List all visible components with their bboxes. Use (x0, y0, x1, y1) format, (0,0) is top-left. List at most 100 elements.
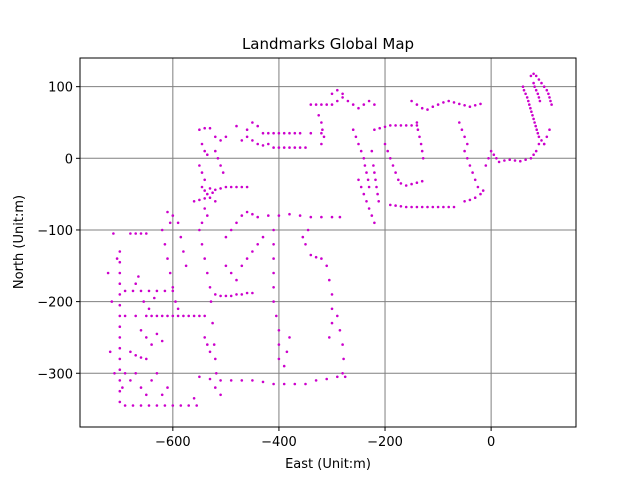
landmark-point (537, 135, 541, 139)
landmark-point (214, 188, 217, 192)
landmark-point (471, 171, 474, 174)
landmark-point (134, 282, 137, 286)
landmark-point (463, 104, 466, 107)
x-tick-label: 0 (487, 435, 495, 450)
landmark-point (214, 149, 217, 153)
landmark-point (394, 171, 397, 174)
landmark-point (256, 124, 260, 128)
landmark-point (497, 160, 501, 164)
landmark-point (209, 300, 213, 303)
landmark-point (354, 135, 358, 139)
landmark-point (200, 185, 204, 189)
landmark-point (198, 375, 201, 379)
landmark-point (134, 232, 137, 235)
landmark-point (118, 336, 122, 339)
landmark-point (139, 329, 143, 332)
landmark-point (285, 350, 289, 354)
landmark-point (484, 164, 488, 167)
landmark-point (466, 157, 469, 160)
landmark-point (245, 210, 249, 214)
landmark-point (545, 135, 549, 139)
landmark-point (391, 164, 395, 167)
landmark-point (487, 157, 490, 160)
landmark-point (142, 300, 145, 303)
landmark-point (282, 382, 286, 386)
landmark-point (147, 404, 151, 407)
landmark-point (301, 235, 305, 239)
landmark-point (447, 205, 451, 209)
landmark-point (426, 205, 429, 209)
landmark-point (416, 128, 420, 131)
landmark-point (184, 264, 188, 268)
landmark-point (418, 135, 421, 139)
landmark-point (547, 92, 550, 96)
landmark-point (410, 124, 413, 127)
landmark-point (219, 187, 222, 190)
landmark-point (389, 124, 392, 127)
landmark-point (320, 257, 323, 260)
x-tick-label: −400 (261, 435, 297, 450)
landmark-point (267, 214, 270, 217)
landmark-point (108, 350, 112, 354)
landmark-point (542, 142, 546, 146)
landmark-point (288, 131, 291, 135)
landmark-point (410, 182, 413, 186)
landmark-point (166, 210, 169, 214)
landmark-point (341, 343, 344, 346)
landmark-point (203, 197, 206, 200)
landmark-point (365, 171, 368, 174)
landmark-point (373, 128, 376, 131)
landmark-point (525, 96, 529, 99)
landmark-point (106, 271, 110, 275)
landmark-point (251, 379, 254, 382)
landmark-point (229, 294, 233, 298)
landmark-point (536, 92, 540, 96)
landmark-point (272, 146, 275, 149)
landmark-point (150, 343, 153, 346)
landmark-point (229, 271, 233, 275)
landmark-point (535, 128, 538, 131)
landmark-point (118, 303, 122, 307)
landmark-point (304, 243, 307, 246)
landmark-point (528, 103, 531, 106)
landmark-point (548, 128, 551, 131)
landmark-point (277, 146, 281, 149)
landmark-point (343, 375, 347, 379)
landmark-point (383, 142, 387, 146)
landmark-point (298, 146, 302, 149)
landmark-point (113, 372, 116, 375)
landmark-point (240, 293, 244, 296)
landmark-point (495, 157, 498, 160)
landmark-point (351, 128, 355, 131)
landmark-point (533, 85, 536, 88)
landmark-point (123, 372, 127, 375)
landmark-point (206, 271, 209, 275)
landmark-point (245, 257, 249, 260)
x-tick-label: −200 (367, 435, 403, 450)
landmark-point (179, 235, 183, 239)
landmark-point (336, 314, 339, 318)
landmark-point (235, 185, 238, 189)
landmark-point (320, 142, 323, 146)
landmark-point (115, 257, 119, 260)
x-axis-label: East (Unit:m) (285, 457, 371, 472)
landmark-point (139, 289, 143, 293)
landmark-point (426, 108, 429, 111)
landmark-point (545, 88, 549, 92)
landmark-point (328, 336, 331, 339)
landmark-point (389, 203, 392, 207)
landmark-point (147, 307, 151, 311)
landmark-point (240, 185, 244, 189)
landmark-point (325, 103, 329, 106)
landmark-point (367, 207, 371, 210)
landmark-point (206, 214, 209, 217)
landmark-point (212, 343, 216, 346)
landmark-point (463, 200, 466, 203)
landmark-point (145, 357, 148, 361)
landmark-point (436, 205, 440, 209)
landmark-point (198, 314, 201, 318)
landmark-point (155, 332, 159, 336)
landmark-point (367, 185, 371, 189)
landmark-point (341, 372, 344, 375)
landmark-point (537, 142, 541, 146)
